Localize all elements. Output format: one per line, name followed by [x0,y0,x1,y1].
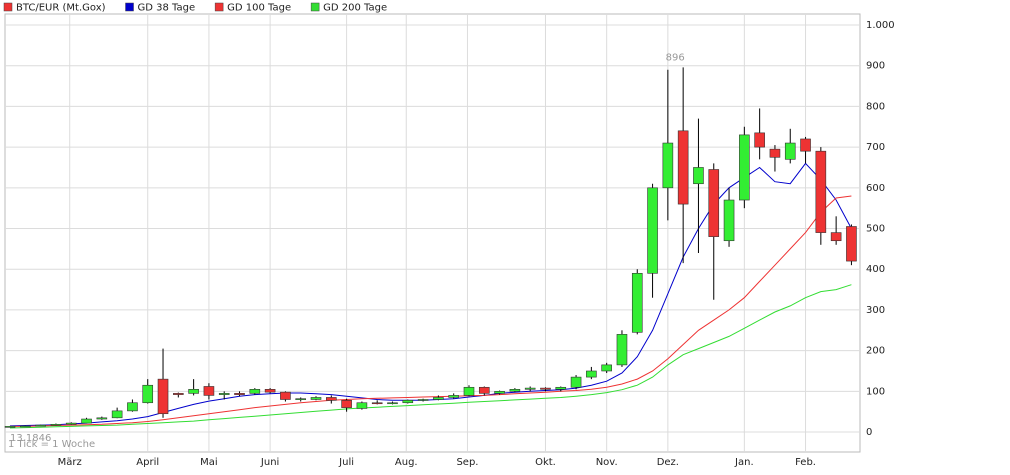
y-tick-label: 1.000 [866,20,895,31]
candle-body [142,384,154,404]
candle-body [800,138,811,152]
candle-body [387,402,398,405]
candle-body [295,398,307,400]
candle-body [127,402,138,412]
x-tick-label: April [136,457,159,468]
x-tick-label: Sep. [456,457,478,468]
candle-body [310,397,322,400]
candle-body [402,400,414,404]
moving-average-line [9,284,852,429]
candle-body [509,389,521,392]
candle-body [65,422,77,425]
x-tick-label: Mai [200,457,218,468]
candle-body [96,417,108,420]
candle-body [540,387,551,390]
y-tick-label: 900 [866,61,885,72]
x-tick-label: Jan. [734,457,754,468]
x-tick-label: Okt. [535,457,556,468]
candle-body [280,391,291,400]
candle-body [494,391,505,394]
candle-body [739,134,750,201]
candle-body [631,272,643,333]
candle-body [433,397,444,400]
candle-body [81,418,92,424]
candle-body [616,334,628,366]
y-tick-label: 600 [866,183,885,194]
legend-label: GD 100 Tage [227,3,291,14]
candle-body [356,402,368,409]
candle-body [341,400,352,408]
candle-body [4,426,16,428]
candle-body [815,150,827,233]
candle-body [234,393,245,395]
x-tick-label: Dez. [657,457,679,468]
legend-label: GD 38 Tage [138,3,196,14]
candle-body [570,376,582,388]
candle-body [50,424,62,426]
y-tick-label: 100 [866,386,885,397]
candle-body [20,425,31,428]
candle-body [188,389,199,394]
candle-body [326,397,337,401]
candle-body [830,232,842,242]
candle-body [264,389,276,393]
x-tick-label: Aug. [395,457,418,468]
legend-swatch [214,2,224,12]
candle-body [662,142,674,189]
y-tick-label: 200 [866,346,885,357]
legend-swatch [310,2,320,12]
legend-label: GD 200 Tage [323,3,387,14]
y-tick-label: 400 [866,264,885,275]
legend-swatch [125,2,134,12]
x-tick-label: Nov. [596,457,618,468]
y-tick-label: 700 [866,142,885,153]
candle-body [846,226,857,262]
candle-body [708,169,720,237]
candle-body [173,393,184,395]
x-tick-label: Feb. [795,457,816,468]
y-tick-label: 300 [866,305,885,316]
candle-body [218,393,230,395]
candle-body [784,142,796,160]
candle-body [677,130,689,205]
candle-body [555,386,567,390]
candle-body [203,386,215,396]
candle-body [463,386,475,396]
min-annotation: 13.1846 [10,433,51,444]
candle-body [601,364,612,372]
x-tick-label: März [58,457,82,468]
legend-swatch [3,2,13,12]
candle-body [647,187,658,274]
candle-body [249,389,261,394]
y-tick-label: 500 [866,224,885,235]
tick-note: 1 Tick = 1 Woche [8,439,95,450]
candle-body [754,132,765,148]
moving-average-line [10,195,852,427]
candle-body [524,387,536,390]
candle-body [35,424,46,427]
candle-body [586,370,597,378]
candle-body [448,395,459,398]
candle-body [417,399,429,401]
x-tick-label: Juni [260,457,279,468]
legend-label: BTC/EUR (Mt.Gox) [16,3,106,14]
y-tick-label: 0 [866,427,872,438]
y-tick-label: 800 [866,101,885,112]
candle-body [769,148,781,158]
candle-body [111,410,123,419]
candle-body [371,402,383,405]
max-annotation: 896 [666,52,685,63]
x-tick-label: Juli [338,457,354,468]
candle-body [478,386,490,394]
candle-body [693,167,704,185]
candle-body [723,199,735,242]
candle-body [157,378,169,415]
